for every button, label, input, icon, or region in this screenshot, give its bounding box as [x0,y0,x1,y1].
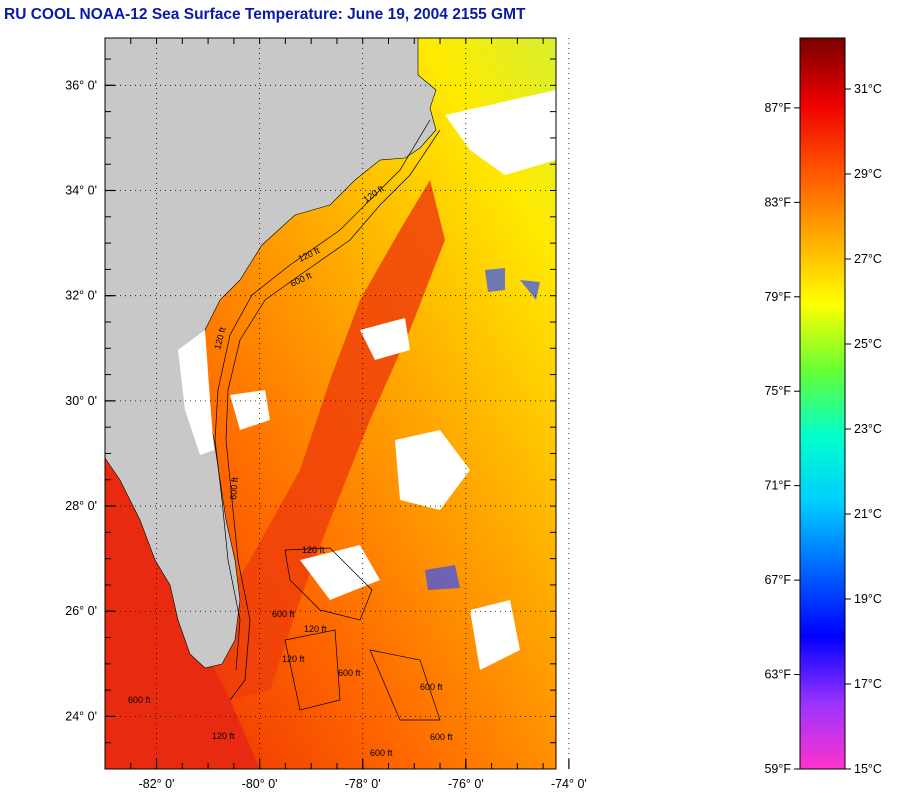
lat-tick-label: 36° 0' [65,78,97,92]
isobath-label: 600 ft [370,748,393,758]
isobath-label: 600 ft [338,668,361,678]
c-tick-label: 27°C [854,252,882,266]
f-tick-label: 79°F [764,290,791,304]
isobath-label: 600 ft [420,682,443,692]
isobath-600ft [225,129,441,701]
gulf-stream-core [200,180,445,700]
lat-tick-label: 24° 0' [65,709,97,723]
lon-tick-label: -80° 0' [242,777,278,791]
isobath-label: 120 ft [282,654,305,664]
isobath-label: 120 ft [302,545,325,555]
f-tick-label: 75°F [764,384,791,398]
lat-tick-label: 34° 0' [65,184,97,198]
c-tick-label: 19°C [854,592,882,606]
isobath-label: 120 ft [212,731,235,741]
lon-tick-label: -78° 0' [345,777,381,791]
map-frame [104,37,557,770]
bahamas-banks [284,547,441,721]
f-tick-label: 67°F [764,573,791,587]
lat-tick-label: 32° 0' [65,289,97,303]
colorbar-fill [799,37,846,770]
c-tick-label: 31°C [854,82,882,96]
isobath-label: 120 ft [304,624,327,634]
f-tick-label: 71°F [764,479,791,493]
f-tick-label: 83°F [764,195,791,209]
florida-bay-clouds [178,330,214,455]
isobath-label: 600 ft [272,609,295,619]
isobath-label: 600 ft [228,476,240,500]
f-tick-label: 87°F [764,101,791,115]
clouds [230,90,556,670]
c-tick-label: 15°C [854,762,882,776]
c-tick-label: 23°C [854,422,882,436]
chart-title: RU COOL NOAA-12 Sea Surface Temperature:… [4,6,526,23]
lat-tick-label: 30° 0' [65,394,97,408]
c-tick-label: 29°C [854,167,882,181]
lat-tick-label: 28° 0' [65,499,97,513]
lon-tick-label: -76° 0' [448,777,484,791]
c-tick-label: 17°C [854,677,882,691]
f-tick-label: 59°F [764,762,791,776]
isobath-120ft [214,119,431,671]
c-tick-label: 21°C [854,507,882,521]
isobath-label: 600 ft [128,695,151,705]
isobath-label: 600 ft [430,732,453,742]
c-tick-label: 25°C [854,337,882,351]
lon-tick-label: -74° 0' [551,777,587,791]
lat-tick-label: 26° 0' [65,604,97,618]
graticule: 36° 0' 34° 0' 32° 0' 30° 0' 28° 0' 26° 0' 24° … [65,38,587,791]
f-tick-label: 63°F [764,668,791,682]
lon-tick-label: -82° 0' [139,777,175,791]
